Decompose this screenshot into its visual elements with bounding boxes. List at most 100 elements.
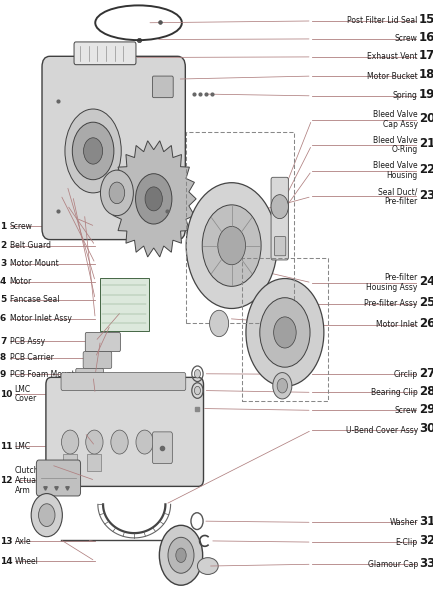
Text: 24: 24 [419, 275, 433, 288]
Text: Axle: Axle [15, 537, 31, 546]
Circle shape [136, 430, 153, 454]
Circle shape [273, 373, 292, 399]
FancyBboxPatch shape [275, 237, 286, 256]
Text: 2: 2 [0, 241, 6, 250]
Circle shape [274, 317, 296, 348]
Circle shape [86, 430, 103, 454]
Text: 26: 26 [419, 317, 433, 330]
FancyBboxPatch shape [83, 352, 112, 368]
Ellipse shape [197, 558, 218, 574]
Text: 3: 3 [0, 259, 6, 268]
Text: 25: 25 [419, 296, 433, 309]
Circle shape [194, 370, 200, 378]
Text: Screw: Screw [10, 222, 32, 231]
Text: 4: 4 [0, 277, 6, 286]
Text: PCB Carrier: PCB Carrier [10, 353, 53, 362]
Text: PCB Assy: PCB Assy [10, 337, 45, 346]
Circle shape [145, 187, 162, 211]
Circle shape [260, 298, 310, 367]
Text: 9: 9 [0, 370, 6, 379]
Text: 27: 27 [419, 367, 433, 380]
Circle shape [100, 170, 133, 216]
FancyBboxPatch shape [87, 454, 101, 471]
Text: Exhaust Vent: Exhaust Vent [367, 52, 418, 62]
Text: Pre-filter Assy: Pre-filter Assy [365, 299, 418, 308]
Text: Fancase Seal: Fancase Seal [10, 295, 59, 304]
Text: 11: 11 [0, 441, 13, 451]
Text: LMC
Cover: LMC Cover [15, 385, 37, 404]
FancyBboxPatch shape [271, 177, 288, 260]
FancyBboxPatch shape [61, 373, 186, 391]
Text: Post Filter Lid Seal: Post Filter Lid Seal [347, 16, 418, 26]
Circle shape [168, 537, 194, 573]
Polygon shape [111, 141, 196, 257]
Text: 10: 10 [0, 389, 13, 399]
Text: Spring: Spring [393, 91, 418, 101]
FancyBboxPatch shape [63, 454, 77, 471]
Ellipse shape [65, 109, 121, 193]
Text: 30: 30 [419, 422, 433, 435]
Text: Pre-filter
Housing Assy: Pre-filter Housing Assy [366, 273, 418, 292]
FancyBboxPatch shape [36, 460, 81, 496]
FancyBboxPatch shape [100, 278, 149, 331]
Text: 33: 33 [419, 556, 433, 570]
Circle shape [210, 310, 229, 337]
Text: 17: 17 [419, 49, 433, 62]
Text: Screw: Screw [395, 406, 418, 415]
Text: Washer: Washer [389, 518, 418, 527]
Circle shape [159, 525, 203, 585]
Text: 13: 13 [0, 537, 13, 546]
Text: Motor Inlet Assy: Motor Inlet Assy [10, 314, 71, 323]
Circle shape [39, 504, 55, 527]
Circle shape [31, 494, 62, 537]
Circle shape [109, 182, 125, 204]
Text: Bleed Valve
Cap Assy: Bleed Valve Cap Assy [373, 110, 418, 129]
FancyBboxPatch shape [46, 377, 204, 486]
Circle shape [111, 430, 128, 454]
Text: Wheel: Wheel [15, 556, 39, 566]
Text: LMC: LMC [15, 441, 31, 451]
Text: 16: 16 [419, 31, 433, 44]
Text: 22: 22 [419, 163, 433, 176]
Text: Circlip: Circlip [394, 370, 418, 379]
Text: 21: 21 [419, 137, 433, 150]
Circle shape [72, 122, 114, 180]
Text: Motor Mount: Motor Mount [10, 259, 58, 268]
Text: 19: 19 [419, 88, 433, 101]
Circle shape [176, 548, 186, 562]
Text: Seal Duct/
Pre-filter: Seal Duct/ Pre-filter [378, 187, 418, 206]
Circle shape [277, 379, 288, 393]
Text: Motor Bucket: Motor Bucket [367, 71, 418, 81]
Text: Screw: Screw [395, 34, 418, 44]
Text: 20: 20 [419, 112, 433, 125]
Text: 7: 7 [0, 337, 6, 346]
Text: Motor Inlet: Motor Inlet [376, 320, 418, 329]
Text: U-Bend Cover Assy: U-Bend Cover Assy [346, 425, 418, 435]
Text: PCB Foam Mount: PCB Foam Mount [10, 370, 74, 379]
Circle shape [246, 279, 324, 386]
FancyBboxPatch shape [74, 42, 136, 65]
Circle shape [271, 195, 288, 219]
Text: 23: 23 [419, 189, 433, 202]
Circle shape [84, 138, 103, 164]
Text: Glamour Cap: Glamour Cap [368, 559, 418, 569]
Text: 32: 32 [419, 534, 433, 547]
Text: 18: 18 [419, 68, 433, 81]
Text: Bleed Valve
O-Ring: Bleed Valve O-Ring [373, 135, 418, 155]
FancyBboxPatch shape [85, 332, 120, 352]
Text: Belt Guard: Belt Guard [10, 241, 51, 250]
Text: 12: 12 [0, 476, 13, 485]
Text: E-Clip: E-Clip [396, 537, 418, 547]
Text: Motor: Motor [10, 277, 32, 286]
Circle shape [194, 386, 200, 395]
Circle shape [202, 205, 261, 286]
Circle shape [136, 174, 172, 224]
Text: 6: 6 [0, 314, 6, 323]
Text: 8: 8 [0, 353, 6, 362]
Circle shape [218, 226, 246, 265]
Text: Bleed Valve
Housing: Bleed Valve Housing [373, 161, 418, 180]
Text: 14: 14 [0, 556, 13, 566]
Text: 5: 5 [0, 295, 6, 304]
Text: Bearing Clip: Bearing Clip [371, 388, 418, 397]
FancyBboxPatch shape [152, 432, 172, 464]
